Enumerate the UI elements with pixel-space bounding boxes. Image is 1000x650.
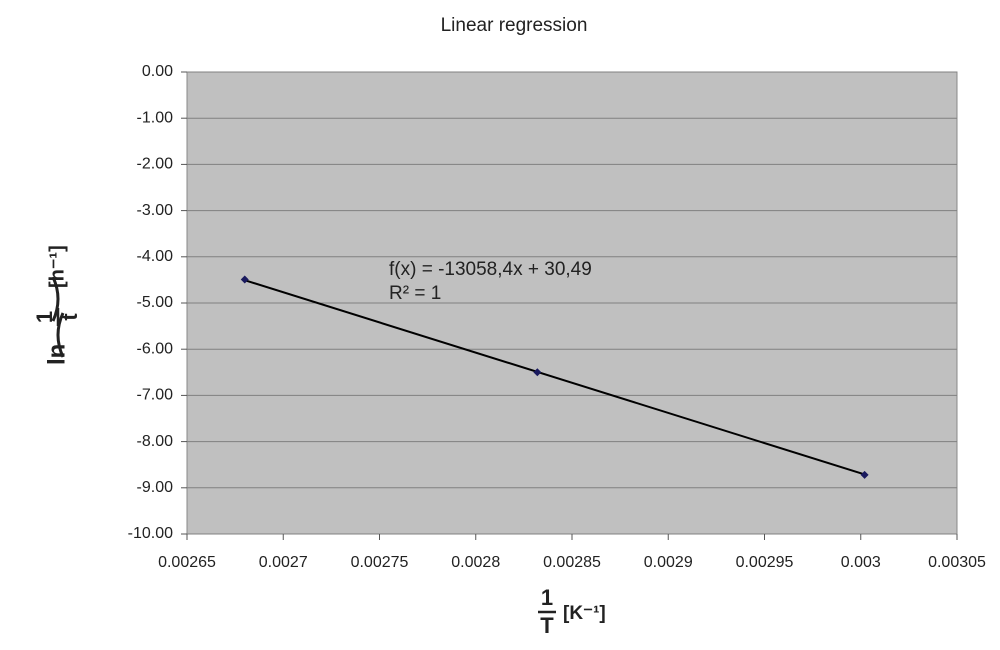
y-tick-label: -8.00 bbox=[137, 433, 174, 450]
point bbox=[860, 470, 869, 479]
y-tick-label: -10.00 bbox=[128, 525, 173, 542]
point bbox=[240, 275, 249, 284]
x-tick-label: 0.00295 bbox=[736, 554, 794, 571]
trendline-equation: f(x) = -13058,4x + 30,49 bbox=[389, 259, 592, 280]
x-tick-label: 0.0028 bbox=[451, 554, 500, 571]
paren-left bbox=[56, 312, 65, 358]
y-label-numerator: 1 bbox=[32, 311, 57, 323]
trendline-r2: R² = 1 bbox=[389, 283, 441, 304]
x-tick-label: 0.0027 bbox=[259, 554, 308, 571]
x-tick-label: 0.00305 bbox=[928, 554, 986, 571]
x-tick-label: 0.00265 bbox=[158, 554, 216, 571]
y-tick-label: -3.00 bbox=[137, 202, 174, 219]
x-label-numerator: 1 bbox=[541, 585, 553, 610]
x-axis-label: 1 T [K⁻¹] bbox=[538, 585, 606, 638]
point bbox=[533, 368, 542, 377]
trendline bbox=[244, 279, 865, 476]
y-label-denominator: t bbox=[57, 313, 82, 321]
y-tick-label: -9.00 bbox=[137, 479, 174, 496]
y-tick-label: -4.00 bbox=[137, 248, 174, 265]
x-label-unit: [K⁻¹] bbox=[563, 603, 606, 624]
x-tick-label: 0.0029 bbox=[644, 554, 693, 571]
x-label-denominator: T bbox=[540, 613, 554, 638]
y-tick-label: -6.00 bbox=[137, 340, 174, 357]
y-tick-label: -1.00 bbox=[137, 109, 174, 126]
x-tick-label: 0.00275 bbox=[351, 554, 409, 571]
y-label-function: ln bbox=[43, 344, 70, 365]
y-tick-label: -2.00 bbox=[137, 156, 174, 173]
paren-right bbox=[51, 276, 60, 322]
y-axis-label: ln 1 t [h⁻¹] bbox=[32, 245, 82, 365]
y-tick-label: -5.00 bbox=[137, 294, 174, 311]
y-label-unit: [h⁻¹] bbox=[46, 245, 68, 288]
y-tick-label: 0.00 bbox=[142, 63, 173, 80]
x-tick-label: 0.003 bbox=[841, 554, 881, 571]
y-tick-label: -7.00 bbox=[137, 387, 174, 404]
chart-title: Linear regression bbox=[441, 15, 588, 36]
x-tick-label: 0.00285 bbox=[543, 554, 601, 571]
